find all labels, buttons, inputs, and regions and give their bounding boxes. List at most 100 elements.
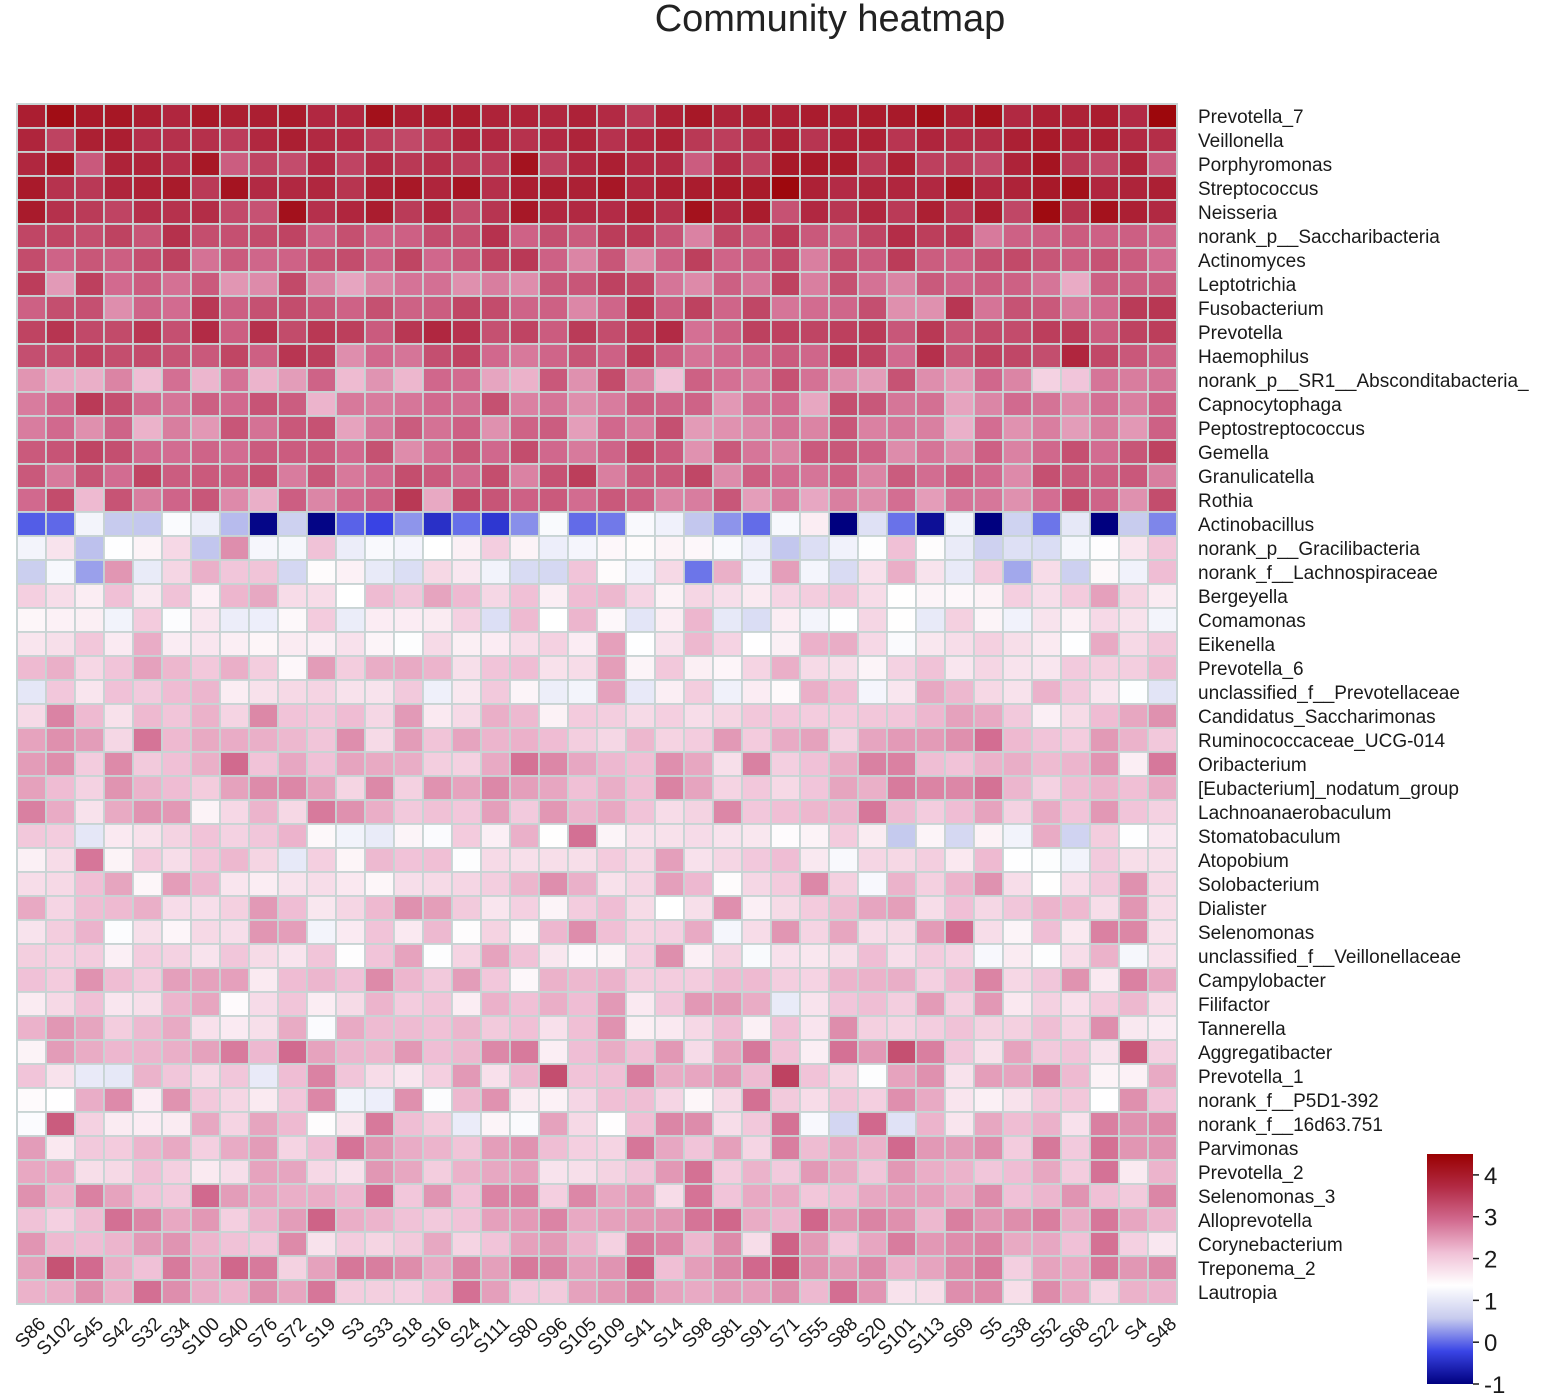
heatmap-cell	[74, 583, 105, 609]
heatmap-cell	[393, 343, 424, 369]
heatmap-cell	[857, 799, 888, 825]
heatmap-cell	[190, 175, 221, 201]
heatmap-cell	[741, 199, 772, 225]
heatmap-cell	[596, 679, 627, 705]
heatmap-cell	[567, 751, 598, 777]
heatmap-cell	[74, 1087, 105, 1113]
heatmap-cell	[799, 895, 830, 921]
heatmap-cell	[683, 271, 714, 297]
heatmap-cell	[1002, 703, 1033, 729]
heatmap-cell	[1031, 1015, 1062, 1041]
heatmap-cell	[654, 199, 685, 225]
heatmap-cell	[219, 919, 250, 945]
heatmap-cell	[1118, 895, 1149, 921]
heatmap-cell	[886, 919, 917, 945]
heatmap-cell	[1002, 463, 1033, 489]
heatmap-cell	[103, 175, 134, 201]
heatmap-cell	[393, 1015, 424, 1041]
heatmap-cell	[1060, 175, 1091, 201]
heatmap-cell	[1118, 415, 1149, 441]
heatmap-cell	[683, 751, 714, 777]
heatmap-cell	[161, 1015, 192, 1041]
heatmap-cell	[683, 775, 714, 801]
heatmap-cell	[1118, 703, 1149, 729]
heatmap-cell	[219, 1207, 250, 1233]
heatmap-cell	[741, 919, 772, 945]
heatmap-cell	[509, 991, 540, 1017]
heatmap-cell	[770, 823, 801, 849]
row-label: Bergeyella	[1198, 587, 1288, 608]
heatmap-cell	[393, 607, 424, 633]
heatmap-cell	[712, 967, 743, 993]
heatmap-cell	[509, 1087, 540, 1113]
heatmap-cell	[741, 463, 772, 489]
heatmap-cell	[1002, 967, 1033, 993]
heatmap-cell	[683, 1039, 714, 1065]
row-label: Dialister	[1198, 899, 1267, 920]
heatmap-cell	[393, 679, 424, 705]
heatmap-cell	[422, 847, 453, 873]
heatmap-cell	[538, 1279, 569, 1305]
heatmap-cell	[1060, 295, 1091, 321]
heatmap-cell	[915, 631, 946, 657]
heatmap-cell	[1060, 895, 1091, 921]
heatmap-cell	[1147, 175, 1178, 201]
heatmap-cell	[364, 583, 395, 609]
heatmap-cell	[393, 127, 424, 153]
heatmap-cell	[103, 1231, 134, 1257]
heatmap-cell	[190, 727, 221, 753]
heatmap-cell	[538, 919, 569, 945]
heatmap-cell	[364, 1087, 395, 1113]
heatmap-cell	[74, 1015, 105, 1041]
heatmap-cell	[799, 1183, 830, 1209]
heatmap-cell	[1147, 103, 1178, 129]
heatmap-cell	[1060, 655, 1091, 681]
heatmap-cell	[857, 175, 888, 201]
heatmap-cell	[944, 919, 975, 945]
heatmap-cell	[393, 823, 424, 849]
heatmap-cell	[422, 319, 453, 345]
heatmap-cell	[364, 1135, 395, 1161]
heatmap-cell	[161, 391, 192, 417]
heatmap-cell	[1089, 727, 1120, 753]
heatmap-cell	[1118, 247, 1149, 273]
heatmap-cell	[857, 1063, 888, 1089]
heatmap-cell	[828, 895, 859, 921]
heatmap-cell	[799, 175, 830, 201]
heatmap-cell	[741, 1039, 772, 1065]
heatmap-cell	[654, 847, 685, 873]
heatmap-cell	[161, 1231, 192, 1257]
heatmap-cell	[45, 919, 76, 945]
row-label: Rothia	[1198, 491, 1253, 512]
heatmap-cell	[712, 847, 743, 873]
heatmap-cell	[741, 271, 772, 297]
heatmap-cell	[828, 1255, 859, 1281]
heatmap-cell	[567, 127, 598, 153]
heatmap-cell	[480, 295, 511, 321]
heatmap-cell	[538, 295, 569, 321]
heatmap-cell	[480, 703, 511, 729]
heatmap-cell	[596, 1087, 627, 1113]
heatmap-cell	[335, 943, 366, 969]
heatmap-cell	[161, 847, 192, 873]
heatmap-cell	[509, 175, 540, 201]
heatmap-cell	[277, 1063, 308, 1089]
heatmap-cell	[1060, 127, 1091, 153]
heatmap-cell	[654, 1087, 685, 1113]
heatmap-cell	[596, 1231, 627, 1257]
heatmap-cell	[161, 511, 192, 537]
heatmap-cell	[364, 751, 395, 777]
heatmap-cell	[1002, 295, 1033, 321]
heatmap-cell	[45, 655, 76, 681]
heatmap-cell	[422, 511, 453, 537]
heatmap-cell	[654, 1159, 685, 1185]
heatmap-cell	[393, 391, 424, 417]
heatmap-cell	[625, 223, 656, 249]
heatmap-cell	[654, 223, 685, 249]
heatmap-cell	[828, 487, 859, 513]
heatmap-cell	[828, 1063, 859, 1089]
heatmap-cell	[219, 703, 250, 729]
heatmap-cell	[364, 103, 395, 129]
heatmap-cell	[683, 847, 714, 873]
heatmap-cell	[770, 967, 801, 993]
